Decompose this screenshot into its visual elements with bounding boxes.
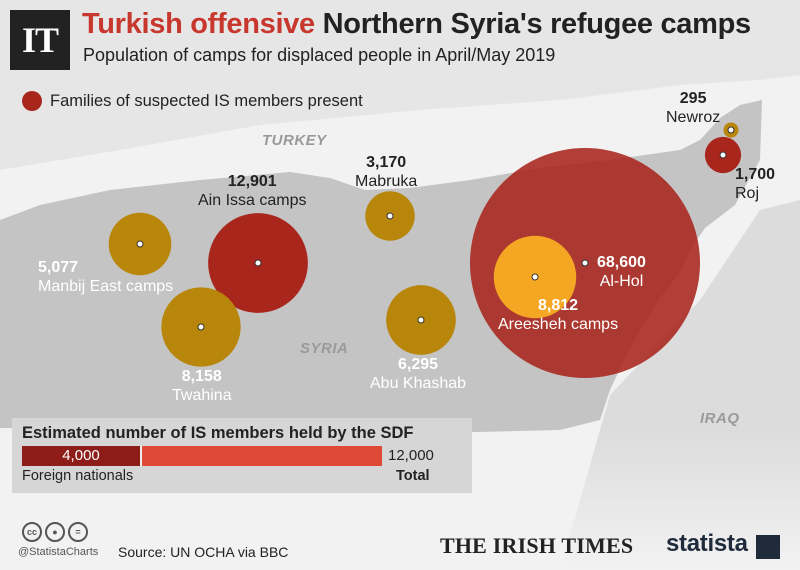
is-members-total-label: Total [396, 468, 430, 484]
legend-label: Families of suspected IS members present [50, 91, 363, 110]
camp-location-dot-roj [719, 151, 727, 159]
page-subtitle: Population of camps for displaced people… [83, 45, 556, 65]
camp-location-dot-manbij-east [136, 240, 144, 248]
camp-bubbles [108, 122, 742, 378]
is-members-foreign-bar: 4,000 [22, 446, 142, 466]
attribution-icon: ● [45, 522, 65, 542]
camp-name: Twahina [172, 387, 232, 404]
camp-label-roj: 1,700 Roj [735, 165, 775, 203]
camp-location-dot-areesheh [531, 273, 539, 281]
irish-times-wordmark: THE IRISH TIMES [440, 533, 634, 558]
camp-population: 5,077 [38, 259, 79, 276]
camp-population: 6,295 [398, 356, 439, 373]
legend-dot-icon [22, 91, 42, 111]
title-accent: Turkish offensive [82, 8, 315, 40]
turkey-land [0, 0, 800, 170]
license-icons: cc ● = [22, 522, 88, 542]
camp-location-dot-twahina [197, 323, 205, 331]
camp-location-dot-al-hol [581, 259, 589, 267]
camp-name: Abu Khashab [370, 375, 467, 392]
camp-name: Areesheh camps [498, 316, 619, 333]
camp-label-al-hol: 68,600 Al-Hol [597, 253, 646, 291]
is-members-title: Estimated number of IS members held by t… [22, 424, 414, 442]
camp-name: Al-Hol [599, 273, 644, 290]
camp-label-ain-issa: 12,901 Ain Issa camps [198, 172, 306, 210]
irish-times-logo: IT [10, 10, 70, 70]
camp-location-dot-abu-khashab [417, 316, 425, 324]
statista-logo-icon [756, 535, 780, 559]
no-derivatives-icon: = [68, 522, 88, 542]
cc-icon: cc [22, 522, 42, 542]
camp-name: Manbij East camps [38, 278, 174, 295]
camp-location-dot-ain-issa [254, 259, 262, 267]
camp-name: Newroz [666, 109, 721, 126]
camp-label-mabruka: 3,170 Mabruka [355, 153, 417, 191]
country-label-syria: SYRIA [300, 340, 349, 357]
statista-handle: @StatistaCharts [18, 546, 99, 558]
camp-label-abu-khashab: 6,295 Abu Khashab [370, 355, 466, 393]
source-note: Source: UN OCHA via BBC [118, 544, 289, 560]
camp-population: 12,901 [227, 173, 277, 190]
camp-name: Ain Issa camps [198, 192, 307, 209]
camp-population: 295 [679, 90, 707, 107]
legend: Families of suspected IS members present [22, 91, 363, 111]
camp-label-manbij-east: 5,077 Manbij East camps [38, 258, 173, 296]
page-title: Turkish offensive Northern Syria's refug… [82, 8, 751, 41]
camp-population: 1,700 [735, 166, 776, 183]
camp-population: 68,600 [597, 254, 646, 271]
is-members-total-value: 12,000 [388, 447, 434, 464]
camp-label-areesheh: 8,812 Areesheh camps [498, 296, 618, 334]
camp-name: Roj [735, 185, 760, 202]
camp-location-dot-newroz [727, 126, 735, 134]
camp-name: Mabruka [355, 173, 418, 190]
camp-population: 8,812 [538, 297, 579, 314]
camp-population: 8,158 [181, 368, 222, 385]
is-members-foreign-label: Foreign nationals [22, 468, 134, 484]
camp-label-twahina: 8,158 Twahina [172, 367, 232, 405]
country-label-iraq: IRAQ [700, 410, 740, 427]
statista-wordmark: statista [666, 530, 748, 557]
camp-label-newroz: 295 Newroz [666, 89, 720, 127]
camp-location-dot-mabruka [386, 212, 394, 220]
title-rest: Northern Syria's refugee camps [322, 8, 752, 40]
country-label-turkey: TURKEY [262, 132, 327, 149]
camp-population: 3,170 [366, 154, 407, 171]
